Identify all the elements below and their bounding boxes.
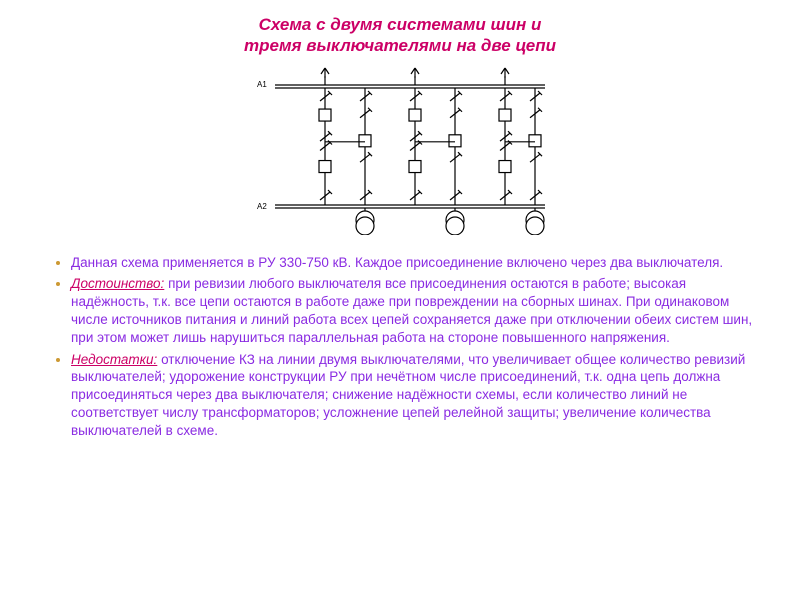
bullet-lead: Достоинство:: [71, 276, 164, 291]
bullet-item: Данная схема применяется в РУ 330-750 кВ…: [71, 254, 755, 272]
bullet-text: при ревизии любого выключателя все присо…: [71, 276, 752, 344]
bullet-item: Недостатки: отключение КЗ на линии двумя…: [71, 351, 755, 440]
bullet-text: отключение КЗ на линии двумя выключателя…: [71, 352, 745, 438]
bullet-text: Данная схема применяется в РУ 330-750 кВ…: [71, 255, 723, 270]
title-line2: тремя выключателями на две цепи: [244, 36, 556, 55]
bullet-item: Достоинство: при ревизии любого выключат…: [71, 275, 755, 346]
svg-text:A2: A2: [257, 202, 267, 211]
diagram-container: A1 A2: [45, 65, 755, 240]
slide-title: Схема с двумя системами шин и тремя выкл…: [45, 14, 755, 57]
busbar-diagram: A1 A2: [235, 65, 565, 235]
title-line1: Схема с двумя системами шин и: [259, 15, 542, 34]
bullet-list: Данная схема применяется в РУ 330-750 кВ…: [45, 254, 755, 440]
bullet-lead: Недостатки:: [71, 352, 157, 367]
svg-text:A1: A1: [257, 80, 267, 89]
